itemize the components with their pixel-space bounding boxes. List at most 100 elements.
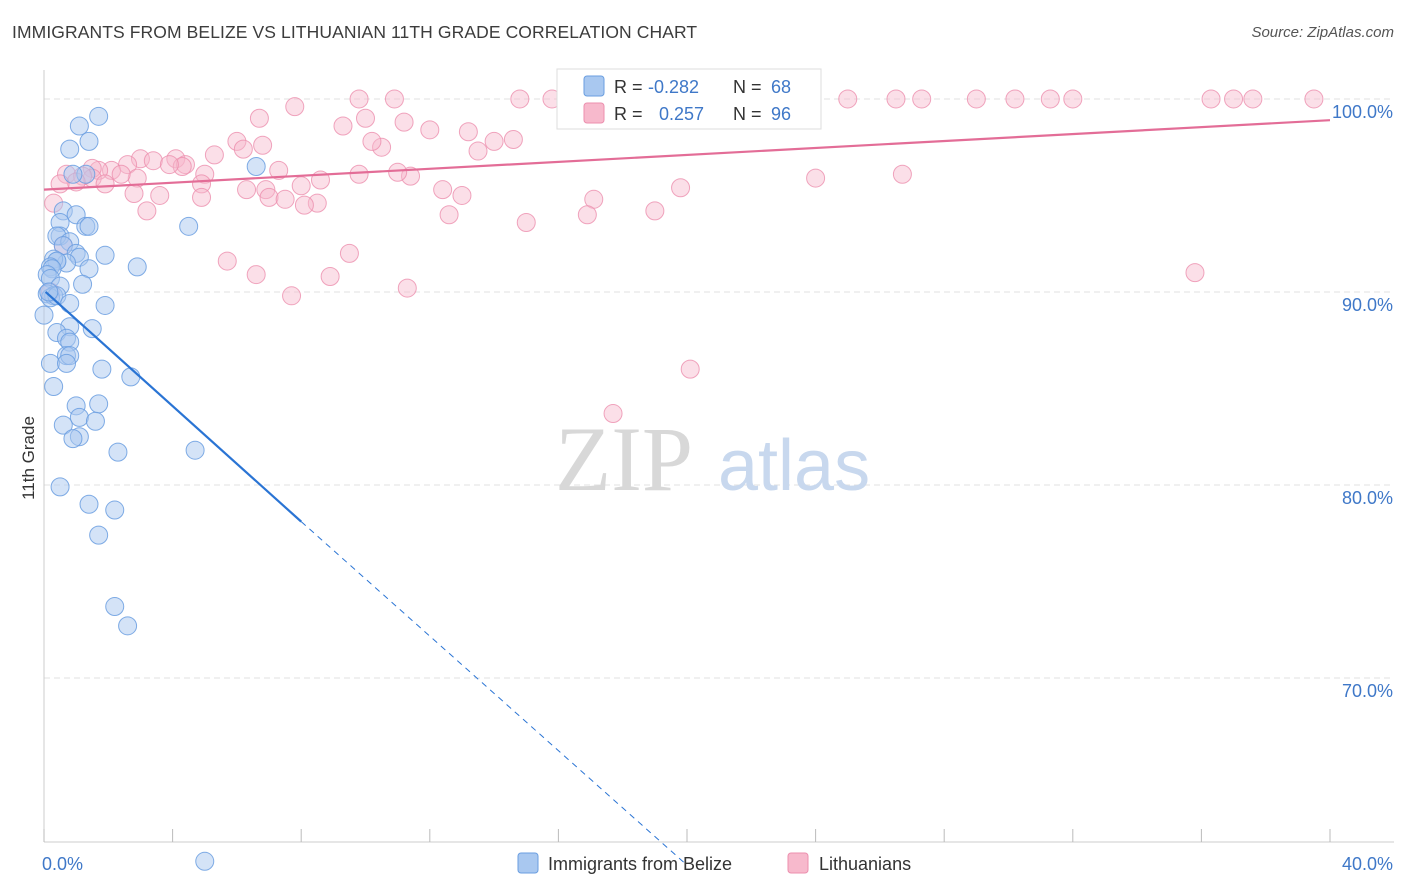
x-tick-label: 40.0%	[1342, 854, 1393, 874]
lithuanians-point	[285, 97, 305, 117]
y-tick-label: 90.0%	[1342, 295, 1393, 315]
belize-point	[69, 407, 89, 427]
stats-r-label: R =	[614, 104, 643, 124]
lithuanians-point	[282, 286, 302, 306]
lithuanians-trend-line	[43, 119, 1331, 191]
lithuanians-point	[217, 251, 237, 271]
lithuanians-point	[577, 205, 597, 225]
legend-label-belize: Immigrants from Belize	[548, 854, 732, 874]
belize-point	[95, 295, 115, 315]
lithuanians-point	[269, 160, 289, 180]
lithuanians-point	[137, 201, 157, 221]
lithuanians-point	[227, 131, 247, 151]
belize-point	[108, 442, 128, 462]
stats-r-label: R =	[614, 77, 643, 97]
lithuanians-point	[439, 205, 459, 225]
belize-point	[121, 367, 141, 387]
belize-point	[57, 353, 77, 373]
stats-n-label: N =	[733, 77, 762, 97]
lithuanians-point	[233, 139, 253, 159]
belize-point	[79, 131, 99, 151]
lithuanians-points	[40, 89, 1324, 424]
belize-point	[40, 353, 60, 373]
lithuanians-point	[362, 131, 382, 151]
belize-point	[53, 415, 73, 435]
y-tick-label: 100.0%	[1332, 102, 1393, 122]
belize-point	[60, 139, 80, 159]
stats-n-value: 68	[771, 77, 791, 97]
lithuanians-point	[259, 187, 279, 207]
lithuanians-point	[339, 243, 359, 263]
lithuanians-point	[246, 265, 266, 285]
belize-point	[50, 477, 70, 497]
belize-points	[34, 106, 266, 871]
axes	[43, 70, 1394, 843]
legend-swatch-blue	[517, 852, 539, 874]
stats-r-value: -0.282	[648, 77, 699, 97]
lithuanians-point	[294, 195, 314, 215]
lithuanians-point	[838, 89, 858, 109]
watermark: ZIP atlas	[555, 408, 870, 510]
belize-point	[79, 216, 99, 236]
y-tick-label: 70.0%	[1342, 681, 1393, 701]
lithuanians-point	[124, 184, 144, 204]
lithuanians-point	[510, 89, 530, 109]
lithuanians-point	[237, 180, 257, 200]
stats-legend: R = -0.282 N = 68 R = 0.257 N = 96	[556, 68, 822, 130]
lithuanians-point	[275, 189, 295, 209]
legend-label-lithuanians: Lithuanians	[819, 854, 911, 874]
lithuanians-point	[175, 155, 195, 175]
bottom-legend: Immigrants from Belize Lithuanians	[517, 852, 911, 874]
lithuanians-point	[966, 89, 986, 109]
lithuanians-point	[253, 135, 273, 155]
trend-lines	[43, 119, 1331, 866]
belize-point	[63, 429, 83, 449]
source-label: Source: ZipAtlas.com	[1251, 24, 1394, 41]
tick-labels: 100.0% 90.0% 80.0% 70.0% 0.0% 40.0%	[42, 102, 1393, 874]
belize-point	[79, 494, 99, 514]
lithuanians-point	[671, 178, 691, 198]
watermark-atlas: atlas	[718, 426, 870, 506]
lithuanians-point	[320, 267, 340, 287]
lithuanians-point	[291, 176, 311, 196]
lithuanians-point	[912, 89, 932, 109]
belize-point	[95, 245, 115, 265]
belize-point	[246, 157, 266, 176]
belize-point	[39, 282, 59, 302]
belize-point	[44, 377, 64, 397]
belize-point	[105, 597, 125, 617]
lithuanians-point	[401, 166, 421, 186]
lithuanians-point	[192, 174, 212, 194]
y-axis-label: 11th Grade	[19, 416, 38, 500]
lithuanians-point	[356, 108, 375, 128]
lithuanians-point	[680, 359, 700, 379]
lithuanians-point	[1063, 89, 1083, 109]
lithuanians-point	[468, 141, 488, 161]
lithuanians-point	[1201, 89, 1221, 109]
lithuanians-point	[384, 89, 404, 109]
stats-swatch-pink	[583, 102, 605, 124]
lithuanians-point	[892, 164, 912, 184]
legend-swatch-pink	[787, 852, 809, 874]
lithuanians-point	[143, 151, 163, 171]
lithuanians-point	[433, 180, 453, 200]
lithuanians-point	[1243, 89, 1263, 109]
stats-n-value: 96	[771, 104, 791, 124]
lithuanians-point	[127, 168, 147, 188]
belize-trend-line	[44, 291, 302, 523]
lithuanians-point	[1040, 89, 1060, 109]
x-tick-label: 0.0%	[42, 854, 83, 874]
lithuanians-point	[256, 180, 276, 200]
belize-point	[127, 257, 147, 277]
lithuanians-point	[452, 185, 472, 205]
lithuanians-point	[111, 164, 131, 184]
lithuanians-point	[397, 278, 417, 298]
belize-point	[92, 359, 112, 379]
lithuanians-point	[420, 120, 440, 140]
stats-r-value: 0.257	[659, 104, 704, 124]
lithuanians-point	[95, 174, 115, 194]
lithuanians-point	[458, 122, 478, 142]
belize-point	[82, 319, 102, 339]
stats-swatch-blue	[583, 75, 605, 97]
lithuanians-point	[159, 155, 179, 175]
